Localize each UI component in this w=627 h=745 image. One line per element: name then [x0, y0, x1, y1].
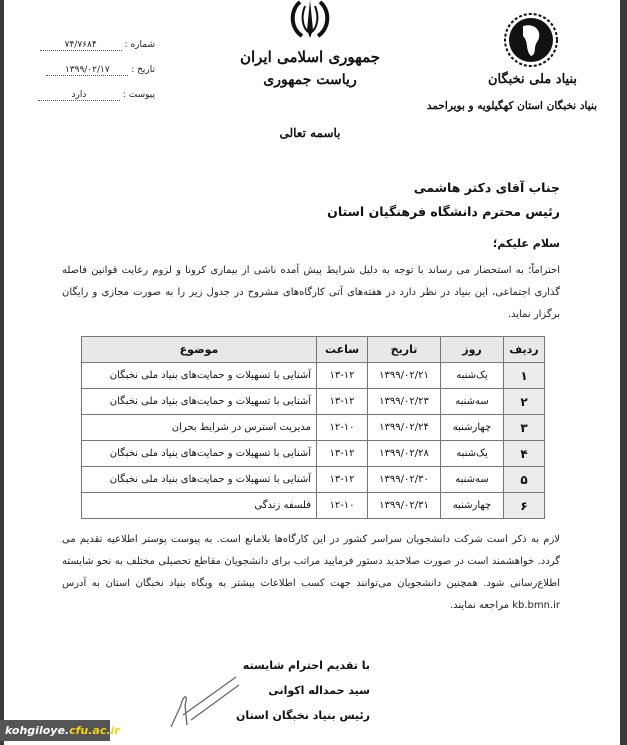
letter-body: جناب آقای دکتر هاشمی رئیس محترم دانشگاه …	[62, 176, 560, 728]
intro-paragraph: احتراماً؛ به استحضار می رساند با توجه به…	[62, 265, 560, 320]
provincial-org-name: بنیاد نخبگان استان کهگیلویه و بویراحمد	[426, 100, 597, 112]
date-cell: ۱۳۹۹/۰۲/۲۳	[367, 388, 441, 415]
date-cell: ۱۳۹۹/۰۲/۲۱	[367, 362, 441, 389]
workshop-table: ردیف روز تاریخ ساعت موضوع ۱ یک‌شنبه ۱۳۹۹/۰…	[81, 336, 545, 519]
col-date: تاریخ	[367, 336, 441, 363]
left-frame-border	[0, 0, 4, 745]
topic-cell: مدیریت استرس در شرایط بحران	[81, 414, 317, 441]
table-row: ۵ سه‌شنبه ۱۳۹۹/۰۲/۳۰ ۱۳-۱۲ آشنایی با تسهیلات…	[81, 466, 545, 493]
col-time: ساعت	[316, 336, 368, 363]
date-value: ۱۳۹۹/۰۲/۱۷	[46, 65, 129, 76]
time-cell: ۱۲-۱۰	[316, 492, 368, 519]
date-cell: ۱۳۹۹/۰۲/۳۰	[367, 466, 441, 493]
row-number: ۴	[503, 440, 545, 467]
signature-block: با تقدیم احترام شایسته سید حمداله اکوانی…	[62, 653, 560, 728]
row-number: ۱	[503, 362, 545, 389]
col-row-number: ردیف	[503, 336, 545, 363]
topic-cell: فلسفه زندگی	[81, 492, 317, 519]
topic-cell: آشنایی با تسهیلات و حمایت‌های بنیاد ملی …	[81, 440, 317, 467]
signer-name: سید حمداله اکوانی	[268, 684, 370, 697]
table-row: ۴ یک‌شنبه ۱۳۹۹/۰۲/۲۸ ۱۳-۱۲ آشنایی با تسهیلات…	[81, 440, 545, 467]
invocation: باسمه تعالی	[279, 126, 341, 140]
row-number: ۳	[503, 414, 545, 441]
letter-number: شماره : ۷۴/۷۶۸۴	[30, 40, 155, 51]
number-value: ۷۴/۷۶۸۴	[39, 40, 122, 51]
watermark-part1: kohgiloye.	[5, 724, 70, 737]
day-cell: یک‌شنبه	[440, 362, 504, 389]
country-name: جمهوری اسلامی ایران	[239, 48, 381, 66]
date-cell: ۱۳۹۹/۰۲/۳۱	[367, 492, 441, 519]
right-frame-border	[620, 0, 627, 745]
time-cell: ۱۳-۱۲	[316, 440, 368, 467]
day-cell: سه‌شنبه	[440, 388, 504, 415]
attachment-value: دارد	[37, 90, 120, 101]
closing-paragraph: لازم به ذکر است شرکت دانشجویان سراسر کشو…	[62, 534, 560, 611]
table-row: ۱ یک‌شنبه ۱۳۹۹/۰۲/۲۱ ۱۳-۱۲ آشنایی با تسهیلات…	[81, 362, 545, 389]
row-number: ۲	[503, 388, 545, 415]
letter-date: تاریخ : ۱۳۹۹/۰۲/۱۷	[30, 65, 155, 76]
addressee-name: جناب آقای دکتر هاشمی	[413, 180, 560, 195]
row-number: ۵	[503, 466, 545, 493]
topic-cell: آشنایی با تسهیلات و حمایت‌های بنیاد ملی …	[81, 388, 317, 415]
time-cell: ۱۳-۱۲	[316, 362, 368, 389]
table-header-row: ردیف روز تاریخ ساعت موضوع	[81, 336, 545, 363]
org-name: بنیاد ملی نخبگان	[488, 72, 577, 87]
attachment-label: پیوست :	[122, 90, 155, 100]
letter-attachment: پیوست : دارد	[30, 90, 155, 101]
regards: با تقدیم احترام شایسته	[242, 659, 370, 672]
col-topic: موضوع	[81, 336, 317, 363]
addressee-title: رئیس محترم دانشگاه فرهنگیان استان	[327, 204, 560, 219]
time-cell: ۱۲-۱۰	[316, 414, 368, 441]
presidency-name: ریاست جمهوری	[263, 72, 357, 88]
date-label: تاریخ :	[131, 65, 155, 75]
elite-foundation-logo-icon	[504, 13, 558, 67]
iran-emblem-icon	[290, 0, 330, 38]
day-cell: چهارشنبه	[440, 414, 504, 441]
day-cell: سه‌شنبه	[440, 466, 504, 493]
site-watermark: kohgiloye.cfu.ac.ir	[0, 720, 120, 741]
row-number: ۶	[503, 492, 545, 519]
number-label: شماره :	[124, 40, 155, 50]
handwritten-signature	[170, 676, 240, 728]
date-cell: ۱۳۹۹/۰۲/۲۴	[367, 414, 441, 441]
topic-cell: آشنایی با تسهیلات و حمایت‌های بنیاد ملی …	[81, 466, 317, 493]
time-cell: ۱۳-۱۲	[316, 466, 368, 493]
day-cell: چهارشنبه	[440, 492, 504, 519]
watermark-part2: cfu.ac.ir	[69, 724, 120, 737]
greeting: سلام علیکم؛	[493, 237, 560, 250]
col-day: روز	[440, 336, 504, 363]
table-row: ۳ چهارشنبه ۱۳۹۹/۰۲/۲۴ ۱۲-۱۰ مدیریت استرس در …	[81, 414, 545, 441]
day-cell: یک‌شنبه	[440, 440, 504, 467]
table-row: ۶ چهارشنبه ۱۳۹۹/۰۲/۳۱ ۱۲-۱۰ فلسفه زندگی	[81, 492, 545, 519]
date-cell: ۱۳۹۹/۰۲/۲۸	[367, 440, 441, 467]
time-cell: ۱۳-۱۲	[316, 388, 368, 415]
table-row: ۲ سه‌شنبه ۱۳۹۹/۰۲/۲۳ ۱۳-۱۲ آشنایی با تسهیلات…	[81, 388, 545, 415]
topic-cell: آشنایی با تسهیلات و حمایت‌های بنیاد ملی …	[81, 362, 317, 389]
signer-title: رئیس بنیاد نخبگان استان	[236, 709, 370, 722]
